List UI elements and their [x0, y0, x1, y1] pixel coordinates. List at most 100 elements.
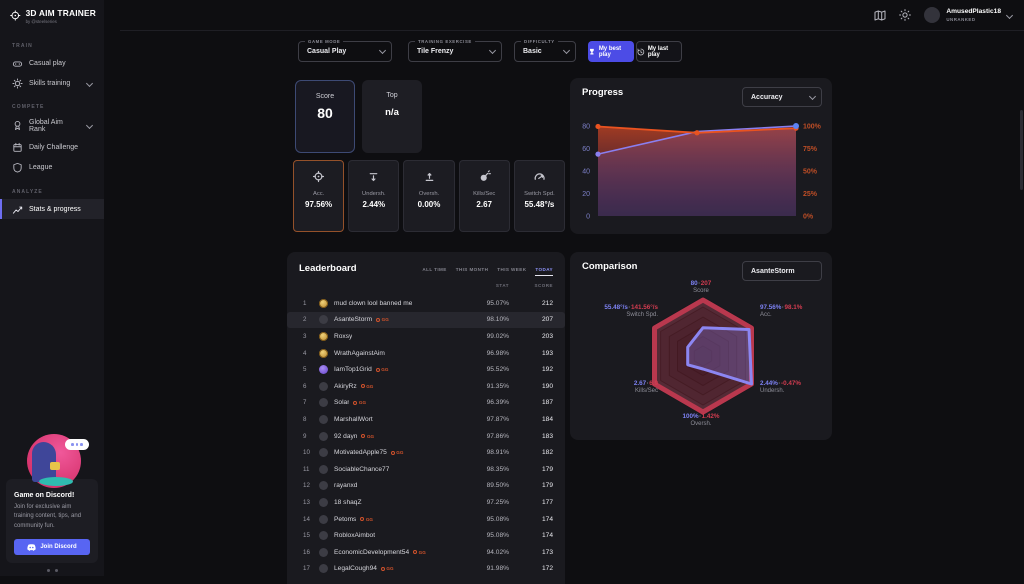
- stat-tile-overshoot[interactable]: Oversh. 0.00%: [403, 160, 455, 232]
- rank: 11: [303, 465, 310, 473]
- score-value: 187: [541, 399, 553, 407]
- column-stat: STAT: [495, 283, 509, 288]
- sidebar-item-stats-progress[interactable]: Stats & progress: [0, 198, 104, 220]
- sidebar-item-league[interactable]: League: [0, 158, 104, 178]
- my-best-play-button[interactable]: My best play: [588, 41, 634, 62]
- leaderboard-row[interactable]: 15 RobloxAimbot 95.08% 174: [287, 527, 565, 544]
- player-name: AkiryRz: [334, 382, 357, 390]
- tab-this-week[interactable]: THIS WEEK: [497, 267, 527, 272]
- score-value: 212: [541, 299, 553, 307]
- score-value: 184: [541, 415, 553, 423]
- score-value: 179: [541, 482, 553, 490]
- logo[interactable]: 3D AIM TRAINER by @steelseries: [0, 0, 104, 32]
- stat-label: Undersh.: [362, 191, 386, 197]
- svg-text:60: 60: [582, 146, 590, 153]
- rank: 15: [303, 532, 310, 540]
- stat-value: 2.67: [476, 200, 492, 209]
- leaderboard-rows: 1 mud clown lool banned me 95.07% 212 2 Asant…: [287, 295, 565, 577]
- my-last-play-button[interactable]: My last play: [636, 41, 682, 62]
- user-menu[interactable]: AmusedPlastic18 UNRANKED: [924, 7, 1014, 23]
- sidebar-item-daily-challenge[interactable]: Daily Challenge: [0, 138, 104, 158]
- leaderboard-row[interactable]: 5 IamTop1Grid GG 95.52% 192: [287, 361, 565, 378]
- player-name: WrathAgainstAim: [334, 349, 385, 357]
- leaderboard-row[interactable]: 8 MarshallWort 97.87% 184: [287, 411, 565, 428]
- tab-all-time[interactable]: ALL TIME: [422, 267, 447, 272]
- avatar: [924, 7, 941, 23]
- rank: 8: [303, 415, 307, 423]
- radar-axis-kills-per-sec: 2.67·6.9 Kills/Sec: [633, 380, 658, 394]
- difficulty-label: DIFFICULTY: [521, 38, 558, 44]
- gg-badge-icon: [360, 384, 365, 389]
- stat-value: 95.08%: [486, 515, 509, 523]
- gg-badge-icon: [361, 434, 366, 439]
- score-label: Score: [315, 93, 335, 100]
- player-name: mud clown lool banned me: [334, 299, 413, 307]
- leaderboard-row[interactable]: 4 WrathAgainstAim 96.98% 193: [287, 345, 565, 362]
- carousel-dots[interactable]: [6, 569, 98, 572]
- map-button[interactable]: [874, 10, 886, 21]
- sidebar-item-skills-training[interactable]: Skills training: [0, 73, 104, 93]
- leaderboard-row[interactable]: 3 Roxsy 99.02% 203: [287, 328, 565, 345]
- progress-title: Progress: [582, 87, 624, 98]
- stat-tile-switch-speed[interactable]: Switch Spd. 55.48°/s: [513, 160, 566, 232]
- gg-badge: GG: [375, 367, 388, 372]
- leaderboard-row[interactable]: 17 LegalCough94 GG 91.98% 172: [287, 561, 565, 578]
- rank: 7: [303, 399, 307, 407]
- tab-this-month[interactable]: THIS MONTH: [455, 267, 489, 272]
- leaderboard-row[interactable]: 11 SociableChance77 98.35% 179: [287, 461, 565, 478]
- page-scrollbar[interactable]: [1020, 110, 1023, 190]
- leaderboard-row[interactable]: 6 AkiryRz GG 91.35% 190: [287, 378, 565, 395]
- stat-tile-kills-per-sec[interactable]: Kills/Sec 2.67: [458, 160, 510, 232]
- player-avatar: [319, 531, 328, 541]
- sidebar-item-label: Daily Challenge: [29, 144, 79, 152]
- chevron-down-icon: [1005, 11, 1014, 19]
- leaderboard-row[interactable]: 9 92 dayn GG 97.86% 183: [287, 428, 565, 445]
- section-label-analyze: ANALYZE: [12, 188, 43, 195]
- stat-value: 0.00%: [417, 200, 441, 209]
- sidebar-item-global-aim-rank[interactable]: Global Aim Rank: [0, 114, 104, 137]
- sidebar-item-casual-play[interactable]: Casual play: [0, 53, 104, 73]
- settings-button[interactable]: [899, 9, 912, 21]
- svg-text:100%: 100%: [803, 124, 822, 131]
- player-avatar: [319, 448, 328, 458]
- score-value: 207: [541, 316, 553, 324]
- discord-title: Game on Discord!: [14, 492, 75, 500]
- sidebar-item-label: Casual play: [29, 59, 66, 67]
- stat-tile-accuracy[interactable]: Acc. 97.56%: [293, 160, 345, 232]
- leaderboard-row[interactable]: 10 MotivatedApple75 GG 98.91% 182: [287, 444, 565, 461]
- calendar-icon: [13, 143, 22, 152]
- stat-value: 97.25%: [486, 498, 509, 506]
- score-value: 179: [541, 465, 553, 473]
- leaderboard-columns: STAT SCORE: [461, 283, 553, 288]
- bomb-icon: [480, 170, 491, 181]
- training-exercise-select[interactable]: TRAINING EXERCISE Tile Frenzy: [408, 38, 502, 62]
- join-discord-button[interactable]: Join Discord: [14, 539, 90, 555]
- score-value: 183: [541, 432, 553, 440]
- stat-value: 91.98%: [486, 565, 509, 573]
- progress-metric-select[interactable]: Accuracy: [742, 87, 822, 107]
- stat-value: 94.02%: [486, 548, 509, 556]
- stat-label: Acc.: [312, 191, 325, 197]
- stat-label: Switch Spd.: [524, 191, 555, 197]
- stats-row: Acc. 97.56% Undersh. 2.44% Oversh. 0.00%…: [293, 160, 566, 232]
- stat-value: 98.10%: [486, 316, 509, 324]
- column-score: SCORE: [534, 283, 553, 288]
- comparison-opponent-select[interactable]: AsanteStorm: [742, 261, 822, 281]
- stat-tile-undershoot[interactable]: Undersh. 2.44%: [348, 160, 400, 232]
- rank: 3: [303, 332, 307, 340]
- leaderboard-row[interactable]: 13 18 shaqZ 97.25% 177: [287, 494, 565, 511]
- leaderboard-row[interactable]: 7 Solar GG 96.39% 187: [287, 395, 565, 412]
- game-mode-select[interactable]: GAME MODE Casual Play: [298, 38, 392, 62]
- rank: 6: [303, 382, 307, 390]
- top-score-tile: Top n/a: [362, 80, 422, 153]
- leaderboard-row[interactable]: 16 EconomicDevelopment54 GG 94.02% 173: [287, 544, 565, 561]
- leaderboard-row[interactable]: 1 mud clown lool banned me 95.07% 212: [287, 295, 565, 312]
- score-value: 172: [541, 565, 553, 573]
- tab-today[interactable]: TODAY: [535, 267, 553, 276]
- leaderboard-row[interactable]: 12 rayanxd 89.50% 179: [287, 478, 565, 495]
- gg-badge: GG: [413, 550, 426, 555]
- player-avatar: [319, 497, 328, 507]
- leaderboard-row[interactable]: 2 AsanteStorm GG 98.10% 207: [287, 311, 565, 329]
- leaderboard-row[interactable]: 14 Petoms GG 95.08% 174: [287, 511, 565, 528]
- difficulty-select[interactable]: DIFFICULTY Basic: [514, 38, 576, 62]
